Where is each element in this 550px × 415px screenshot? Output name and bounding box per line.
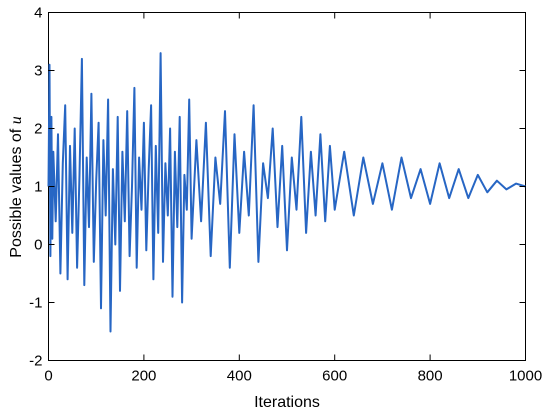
y-tick-label: 3 [34, 63, 42, 80]
series-layer [47, 52, 526, 333]
ticks-layer: 0 200 400 600 800 1000 -2 -1 0 1 2 3 4 [29, 5, 542, 385]
y-tick-label: 0 [34, 237, 42, 254]
x-tick-label: 1000 [509, 368, 542, 385]
y-axis-label-text: Possible values of [8, 124, 25, 257]
x-axis-label: Iterations [254, 394, 320, 411]
y-axis-label: Possible values of u [8, 116, 25, 257]
x-tick-label: 200 [131, 368, 156, 385]
x-tick-label: 0 [44, 368, 52, 385]
y-tick-label: 1 [34, 179, 42, 196]
series-line [47, 52, 526, 333]
y-tick-label: 4 [34, 5, 42, 22]
y-tick-label: 2 [34, 121, 42, 138]
y-axis-label-variable: u [8, 116, 25, 124]
x-tick-label: 800 [418, 368, 443, 385]
x-tick-label: 600 [322, 368, 347, 385]
x-tick-label: 400 [227, 368, 252, 385]
y-tick-label: -2 [29, 353, 42, 370]
y-tick-label: -1 [29, 295, 42, 312]
